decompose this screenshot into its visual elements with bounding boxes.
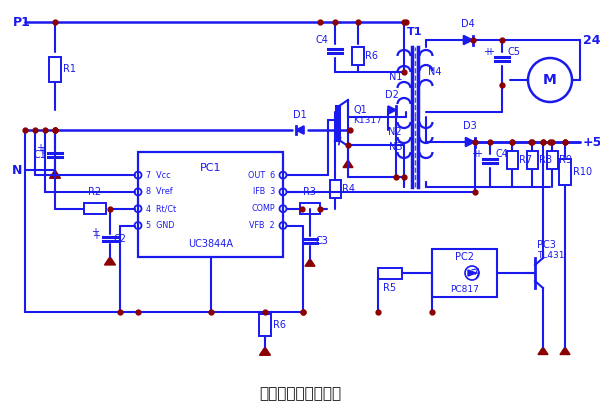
Bar <box>352 47 364 65</box>
Bar <box>84 203 106 214</box>
Text: PC817: PC817 <box>450 286 479 295</box>
Text: D3: D3 <box>463 121 477 131</box>
Bar <box>432 249 497 297</box>
Text: C5: C5 <box>507 47 520 57</box>
Text: +: + <box>38 146 46 156</box>
Text: VFB  2: VFB 2 <box>250 221 275 230</box>
Text: TL431: TL431 <box>537 250 565 260</box>
Polygon shape <box>464 35 473 44</box>
Text: 5  GND: 5 GND <box>146 221 175 230</box>
Bar <box>259 314 271 335</box>
Text: R4: R4 <box>342 184 355 194</box>
Text: COMP: COMP <box>251 204 275 213</box>
Text: OUT  6: OUT 6 <box>248 171 275 180</box>
Text: R2: R2 <box>88 187 101 197</box>
Polygon shape <box>305 259 315 266</box>
Text: N: N <box>12 164 22 176</box>
Polygon shape <box>468 270 476 276</box>
Text: Q1: Q1 <box>353 105 367 115</box>
Polygon shape <box>260 347 271 355</box>
Polygon shape <box>104 257 115 265</box>
Text: +: + <box>474 149 482 159</box>
Bar <box>547 151 557 169</box>
Polygon shape <box>296 126 304 134</box>
Text: C2: C2 <box>114 234 127 244</box>
Text: +: + <box>483 47 491 57</box>
Text: N1: N1 <box>389 72 402 82</box>
Text: PC3: PC3 <box>537 240 556 250</box>
Polygon shape <box>343 160 353 168</box>
Text: 24V: 24V <box>583 33 600 47</box>
Text: T1: T1 <box>407 27 423 37</box>
Bar <box>506 151 517 169</box>
Text: 4  Rt/Ct: 4 Rt/Ct <box>146 204 176 213</box>
Text: 7  Vcc: 7 Vcc <box>146 171 170 180</box>
Text: C4: C4 <box>495 149 508 159</box>
Text: PC1: PC1 <box>200 163 221 173</box>
Bar <box>138 152 283 257</box>
Text: R8: R8 <box>539 155 552 165</box>
Text: K1317: K1317 <box>353 115 382 124</box>
Text: R1: R1 <box>63 64 76 74</box>
Text: D4: D4 <box>461 19 475 29</box>
Polygon shape <box>388 106 396 114</box>
Text: P1: P1 <box>13 16 31 28</box>
Text: N4: N4 <box>428 67 442 77</box>
Text: UC3844A: UC3844A <box>188 239 233 249</box>
Text: R3: R3 <box>304 187 317 197</box>
Bar <box>527 151 538 169</box>
Bar <box>329 180 341 198</box>
Text: +: + <box>92 231 100 241</box>
Text: D2: D2 <box>385 90 399 100</box>
Text: M: M <box>543 73 557 87</box>
Text: C1: C1 <box>33 150 46 160</box>
Text: R10: R10 <box>573 167 592 177</box>
Text: R6: R6 <box>273 319 286 330</box>
Bar <box>559 159 571 185</box>
Text: R7: R7 <box>519 155 532 165</box>
Polygon shape <box>49 170 61 178</box>
Bar <box>378 267 402 279</box>
Text: +: + <box>36 143 44 153</box>
Text: N3: N3 <box>389 142 402 152</box>
Polygon shape <box>538 347 548 354</box>
Text: +: + <box>91 227 99 237</box>
Text: C4: C4 <box>315 35 328 45</box>
Text: R5: R5 <box>383 283 397 293</box>
Polygon shape <box>560 347 570 354</box>
Text: +5V: +5V <box>583 136 600 148</box>
Bar <box>49 56 61 82</box>
Text: 开关电源简化电路图: 开关电源简化电路图 <box>259 386 341 402</box>
Text: R9: R9 <box>559 155 572 165</box>
Text: PC2: PC2 <box>455 252 474 262</box>
Text: N2: N2 <box>388 127 402 137</box>
Polygon shape <box>466 138 475 147</box>
Text: R6: R6 <box>365 51 378 61</box>
Text: C3: C3 <box>315 236 328 246</box>
Text: +: + <box>486 47 494 57</box>
Text: +: + <box>471 149 479 159</box>
Text: D1: D1 <box>293 110 307 120</box>
Text: IFB  3: IFB 3 <box>253 187 275 197</box>
Bar <box>300 203 320 214</box>
Text: 8  Vref: 8 Vref <box>146 187 173 197</box>
